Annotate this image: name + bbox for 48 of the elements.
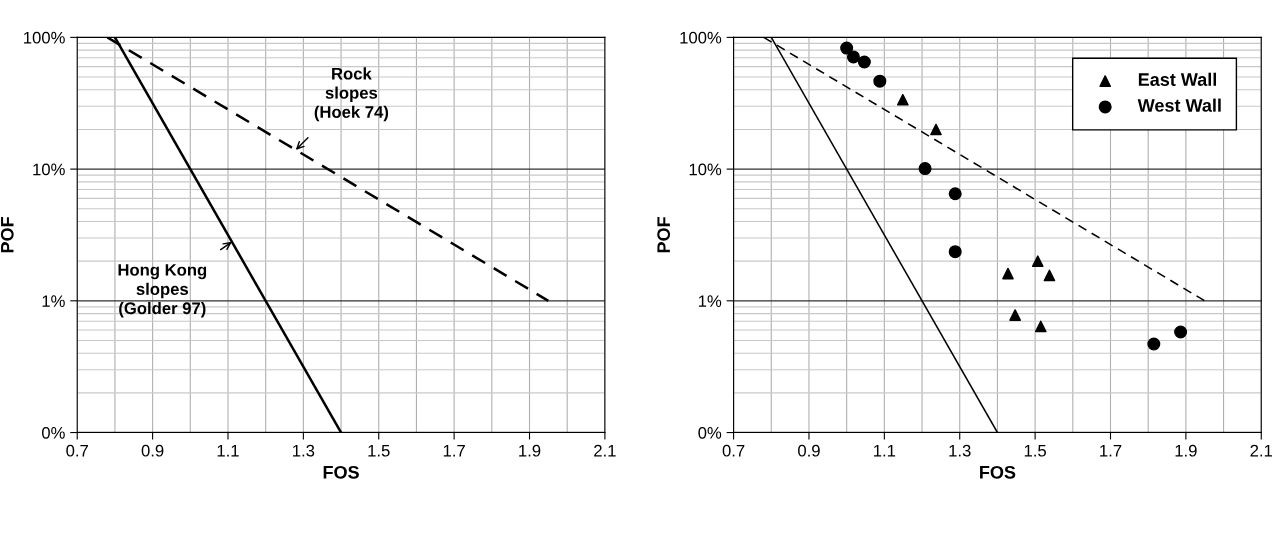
point xyxy=(930,123,942,136)
point xyxy=(1147,337,1161,351)
x-tick-label: 1.1 xyxy=(874,444,896,457)
y-tick-label: 1% xyxy=(42,295,65,307)
x-tick-label: 1.9 xyxy=(1175,444,1197,457)
x-tick-label: 0.9 xyxy=(798,444,820,457)
annotation: Rock slopes (Hoek 74) xyxy=(314,67,389,122)
x-tick-label: 0.7 xyxy=(722,444,745,457)
point xyxy=(1002,267,1014,280)
y-tick-label: 10% xyxy=(689,163,722,176)
legend-label: West Wall xyxy=(1137,98,1221,112)
y-axis-title: POF xyxy=(657,217,671,253)
annotation: Hong Kong slopes (Golder 97) xyxy=(118,264,207,318)
x-tick-label: 1.5 xyxy=(368,444,390,457)
y-tick-label: 0% xyxy=(698,426,722,439)
point xyxy=(948,187,962,201)
x-tick-label: 1.1 xyxy=(217,444,239,457)
point xyxy=(1034,320,1047,333)
point xyxy=(1031,255,1044,268)
y-tick-label: 100% xyxy=(680,31,722,44)
x-axis-title: FOS xyxy=(323,465,359,479)
point xyxy=(873,74,887,88)
y-tick-label: 100% xyxy=(24,31,65,44)
point xyxy=(948,245,962,259)
point xyxy=(1043,269,1056,282)
point xyxy=(846,50,860,64)
x-tick-label: 0.7 xyxy=(66,444,88,457)
point xyxy=(1174,325,1188,339)
x-tick-label: 1.7 xyxy=(1100,444,1122,457)
x-tick-label: 1.3 xyxy=(949,444,971,457)
point xyxy=(857,55,871,69)
y-tick-label: 1% xyxy=(698,295,722,307)
y-tick-label: 10% xyxy=(33,163,65,176)
legend-label: East Wall xyxy=(1138,72,1216,86)
x-tick-label: 2.1 xyxy=(1250,444,1273,457)
x-tick-label: 1.9 xyxy=(519,444,541,457)
y-tick-label: 0% xyxy=(41,426,65,439)
point xyxy=(896,93,909,106)
x-tick-label: 1.7 xyxy=(443,444,465,457)
x-tick-label: 1.3 xyxy=(293,444,315,457)
point xyxy=(840,41,854,55)
point xyxy=(1009,309,1021,321)
y-axis-title: POF xyxy=(0,217,14,253)
x-tick-label: 1.5 xyxy=(1024,444,1046,457)
x-axis-title: FOS xyxy=(980,465,1016,479)
x-tick-label: 0.9 xyxy=(141,444,164,457)
x-tick-label: 2.1 xyxy=(594,444,616,457)
point xyxy=(918,162,932,176)
